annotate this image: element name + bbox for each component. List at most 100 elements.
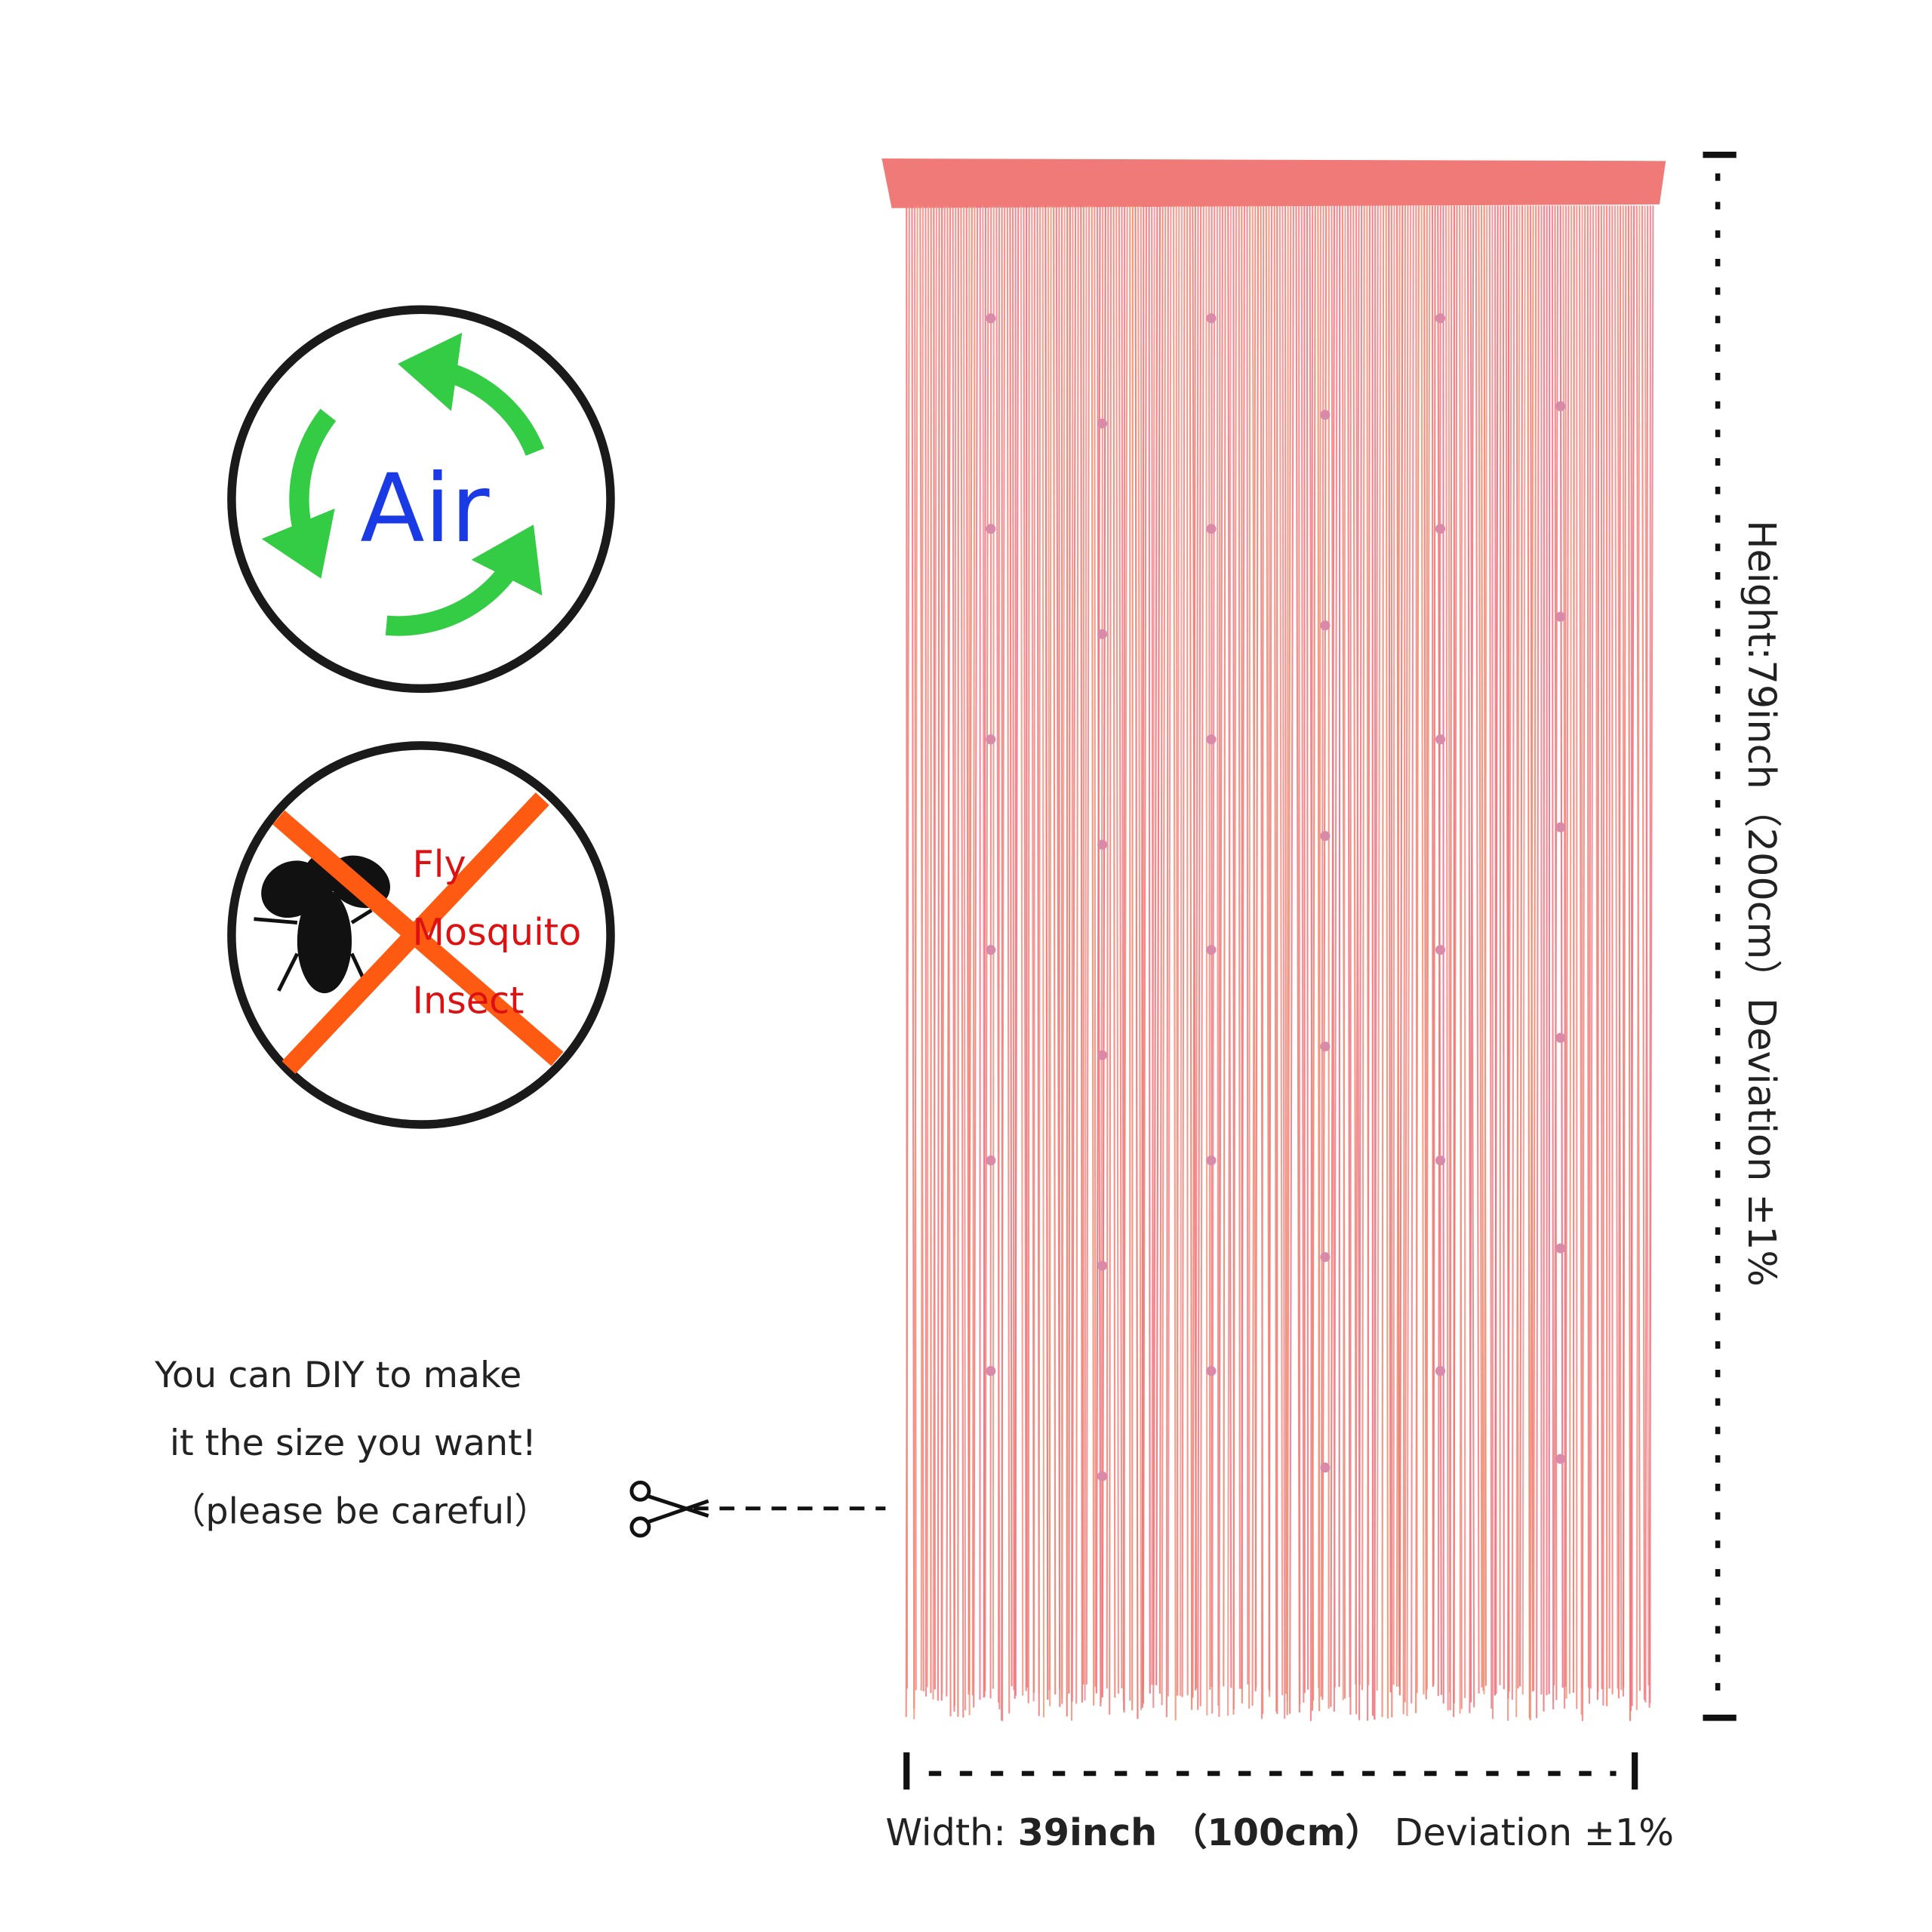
curtain-string — [1515, 205, 1521, 1718]
curtain-string — [1009, 205, 1013, 1687]
bead — [1555, 1243, 1566, 1254]
curtain-string — [1588, 205, 1592, 1704]
curtain-string — [1494, 205, 1499, 1696]
curtain-string — [1622, 205, 1627, 1697]
height-label: Height:79inch（200cm）Deviation ±1% — [1740, 520, 1784, 1287]
curtain-string — [1048, 205, 1052, 1690]
curtain-string — [1459, 205, 1463, 1714]
curtain-string — [1179, 205, 1183, 1697]
curtain-string — [1286, 205, 1292, 1715]
curtain-string — [1543, 205, 1546, 1712]
curtain-string — [1406, 205, 1412, 1716]
bead — [1097, 1471, 1108, 1481]
bead — [1320, 410, 1331, 420]
curtain-string — [1385, 205, 1389, 1719]
curtain-string — [1431, 205, 1434, 1687]
curtain-string — [1172, 205, 1177, 1721]
height-dimension: Height:79inch（200cm）Deviation ±1% — [1703, 152, 1784, 1721]
arrow — [261, 408, 337, 579]
curtain-string — [1415, 205, 1420, 1713]
air-label: Air — [360, 454, 490, 564]
curtain-string — [1644, 205, 1649, 1703]
curtain-string — [1137, 205, 1143, 1710]
curtain-string — [1564, 205, 1570, 1687]
curtain-string — [1488, 205, 1493, 1709]
curtain-string — [1284, 205, 1287, 1694]
curtain-string — [1227, 205, 1232, 1716]
curtain-string — [1529, 205, 1534, 1721]
curtain-string — [1321, 205, 1327, 1700]
bead — [986, 734, 996, 745]
curtain-string — [1094, 205, 1097, 1687]
curtain-string — [1589, 205, 1595, 1689]
curtain-string — [1176, 205, 1180, 1697]
curtain-string — [1432, 205, 1436, 1685]
bead — [1435, 734, 1446, 745]
curtain-string — [937, 205, 940, 1701]
insect-label: Mosquito — [412, 910, 581, 954]
bead — [986, 1366, 996, 1377]
curtain-string — [1068, 205, 1071, 1694]
curtain-string — [1309, 205, 1314, 1721]
curtain-string — [1398, 205, 1404, 1696]
curtain-string — [1134, 205, 1139, 1719]
curtain-string — [1374, 205, 1379, 1719]
curtain-string — [1586, 205, 1589, 1688]
bead — [1320, 1041, 1331, 1052]
curtain-string — [1392, 205, 1395, 1685]
bead — [1555, 401, 1566, 411]
curtain-string — [1218, 205, 1224, 1688]
diy-line: You can DIY to make — [154, 1355, 521, 1396]
curtain-string — [1142, 205, 1147, 1704]
curtain-string — [1469, 205, 1475, 1713]
curtain-string — [1300, 205, 1305, 1703]
curtain-string — [1635, 205, 1641, 1710]
bead — [986, 1155, 996, 1166]
curtain-string — [1581, 205, 1586, 1721]
curtain-string — [1205, 205, 1208, 1716]
curtain-string — [1273, 205, 1278, 1712]
curtain-string — [983, 205, 986, 1698]
curtain-string — [1100, 205, 1104, 1703]
bead — [1097, 629, 1108, 639]
bead — [1320, 620, 1331, 631]
bead — [1206, 313, 1217, 324]
curtain-string — [1320, 205, 1324, 1697]
bead — [986, 524, 996, 534]
curtain-string — [1148, 205, 1151, 1694]
curtain-string — [1298, 205, 1301, 1705]
curtain-string — [1491, 205, 1494, 1719]
bead — [1555, 822, 1566, 832]
curtain-string — [1388, 205, 1392, 1693]
diy-line: it the size you want! — [170, 1423, 537, 1464]
bead — [1555, 1454, 1566, 1464]
curtain-string — [1238, 205, 1241, 1689]
curtain-string — [1109, 205, 1112, 1715]
curtain — [881, 158, 1666, 1721]
curtain-string — [1080, 205, 1083, 1703]
curtain-string — [1211, 205, 1216, 1714]
diy-line: （please be careful） — [170, 1491, 550, 1532]
curtain-string — [1158, 205, 1164, 1694]
bead — [1320, 831, 1331, 841]
curtain-string — [1553, 205, 1559, 1686]
curtain-string — [1306, 205, 1309, 1690]
bead — [1097, 839, 1108, 850]
curtain-string — [905, 205, 910, 1718]
curtain-string — [1499, 205, 1502, 1685]
curtain-string — [1480, 205, 1484, 1691]
curtain-string — [1281, 205, 1286, 1719]
curtain-string — [1289, 205, 1294, 1714]
curtain-string — [1483, 205, 1488, 1695]
curtain-string — [1195, 205, 1199, 1691]
curtain-string — [1189, 205, 1193, 1710]
curtain-string — [1425, 205, 1431, 1691]
curtain-string — [1026, 205, 1028, 1687]
curtain-string — [1006, 205, 1011, 1714]
bead — [1435, 524, 1446, 534]
curtain-string — [1246, 205, 1249, 1684]
curtain-string — [1053, 205, 1057, 1695]
curtain-string — [1614, 205, 1619, 1689]
curtain-string — [1161, 205, 1167, 1706]
curtain-string — [1548, 205, 1551, 1694]
